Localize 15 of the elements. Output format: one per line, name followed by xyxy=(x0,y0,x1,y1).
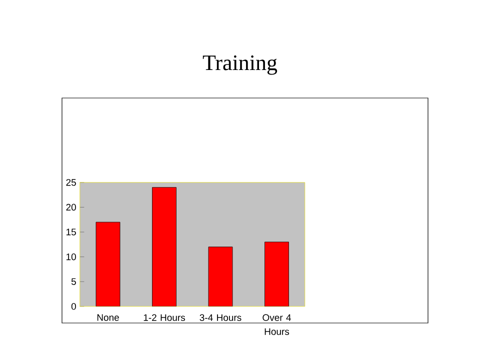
y-tick-label: 25 xyxy=(66,179,76,186)
x-tick-label: None xyxy=(97,314,119,321)
x-tick-label: Over 4 Hours xyxy=(262,314,291,335)
y-tick-label: 0 xyxy=(71,303,76,310)
bar xyxy=(96,222,120,306)
y-tick-label: 20 xyxy=(66,204,76,211)
x-tick-label: 1-2 Hours xyxy=(144,314,186,321)
bar xyxy=(264,242,289,306)
chart-title: Training xyxy=(202,55,278,75)
bar xyxy=(208,246,233,306)
bar xyxy=(152,187,176,306)
y-tick-label: 15 xyxy=(66,228,76,236)
x-tick-label: 3-4 Hours xyxy=(200,314,242,321)
y-tick-label: 5 xyxy=(71,278,76,285)
y-tick-label: 10 xyxy=(66,253,76,260)
